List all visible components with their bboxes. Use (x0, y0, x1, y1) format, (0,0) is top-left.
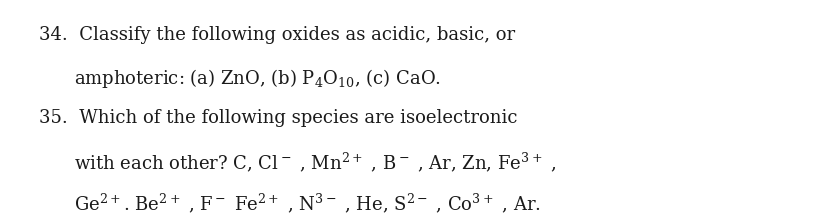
Text: with each other? C, $\mathregular{Cl^-}$ , $\mathregular{Mn^{2+}}$ , $\mathregul: with each other? C, $\mathregular{Cl^-}$… (74, 150, 555, 174)
Text: 34.  Classify the following oxides as acidic, basic, or: 34. Classify the following oxides as aci… (39, 26, 515, 44)
Text: 35.  Which of the following species are isoelectronic: 35. Which of the following species are i… (39, 109, 518, 127)
Text: $\mathregular{Ge^{2+}}$. $\mathregular{Be^{2+}}$ , $\mathregular{F^-}$ $\mathreg: $\mathregular{Ge^{2+}}$. $\mathregular{B… (74, 192, 540, 213)
Text: amphoteric: (a) ZnO, (b) $\mathregular{P_4O_{10}}$, (c) CaO.: amphoteric: (a) ZnO, (b) $\mathregular{P… (74, 67, 440, 90)
